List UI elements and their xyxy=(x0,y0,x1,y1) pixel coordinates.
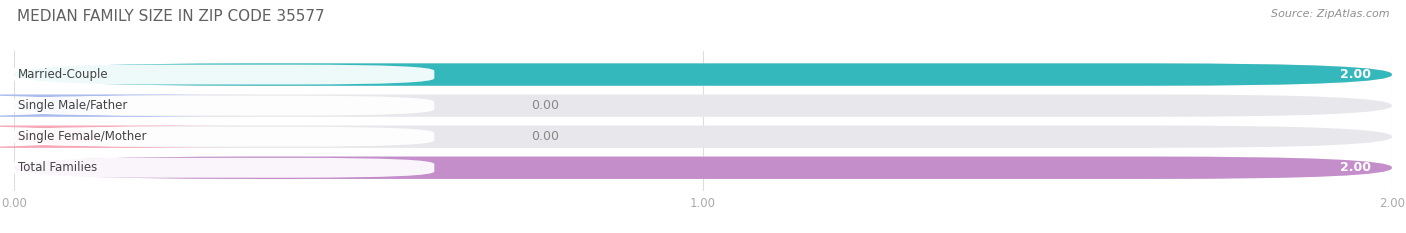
FancyBboxPatch shape xyxy=(7,96,434,116)
Text: MEDIAN FAMILY SIZE IN ZIP CODE 35577: MEDIAN FAMILY SIZE IN ZIP CODE 35577 xyxy=(17,9,325,24)
Text: Single Female/Mother: Single Female/Mother xyxy=(17,130,146,143)
Text: Total Families: Total Families xyxy=(17,161,97,174)
Text: 2.00: 2.00 xyxy=(1340,161,1371,174)
FancyBboxPatch shape xyxy=(14,63,1392,86)
FancyBboxPatch shape xyxy=(7,65,434,85)
Text: Source: ZipAtlas.com: Source: ZipAtlas.com xyxy=(1271,9,1389,19)
Text: 0.00: 0.00 xyxy=(531,99,558,112)
Text: 0.00: 0.00 xyxy=(531,130,558,143)
FancyBboxPatch shape xyxy=(14,157,1392,179)
FancyBboxPatch shape xyxy=(14,94,1392,117)
FancyBboxPatch shape xyxy=(7,158,434,178)
FancyBboxPatch shape xyxy=(7,127,434,147)
FancyBboxPatch shape xyxy=(14,126,1392,148)
Text: Single Male/Father: Single Male/Father xyxy=(17,99,127,112)
Text: 2.00: 2.00 xyxy=(1340,68,1371,81)
FancyBboxPatch shape xyxy=(0,126,256,148)
FancyBboxPatch shape xyxy=(0,94,256,117)
Text: Married-Couple: Married-Couple xyxy=(17,68,108,81)
FancyBboxPatch shape xyxy=(14,157,1392,179)
FancyBboxPatch shape xyxy=(14,63,1392,86)
